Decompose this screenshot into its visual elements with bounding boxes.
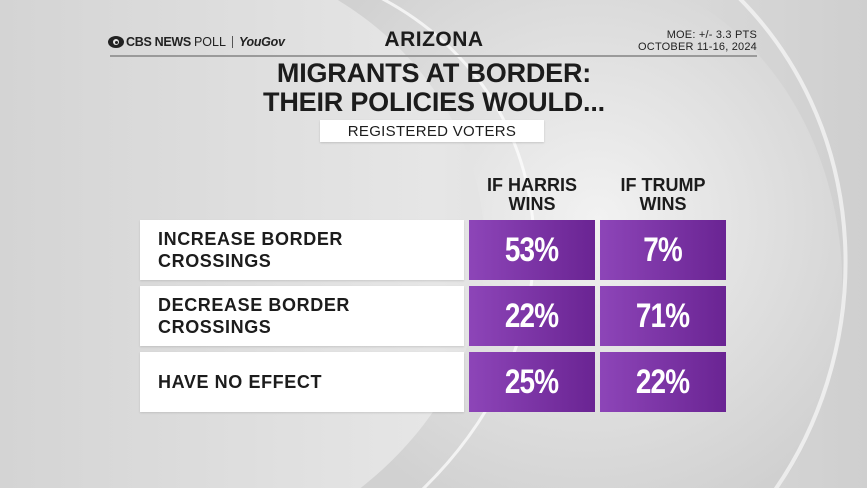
value-cell: 7% xyxy=(600,220,726,280)
row-label: DECREASE BORDER CROSSINGS xyxy=(140,286,464,346)
row-label: HAVE NO EFFECT xyxy=(140,352,464,412)
poll-dates: OCTOBER 11-16, 2024 xyxy=(638,41,757,53)
state-label: ARIZONA xyxy=(384,28,484,51)
value-cell: 22% xyxy=(600,352,726,412)
value-cell: 22% xyxy=(469,286,595,346)
cbs-news-poll-logo: CBS NEWS POLL YouGov xyxy=(108,33,285,51)
subtitle-pill: REGISTERED VOTERS xyxy=(320,120,544,142)
column-header: IF HARRIS WINS xyxy=(469,176,595,214)
value-cell: 53% xyxy=(469,220,595,280)
poll-info: MOE: +/- 3.3 PTS OCTOBER 11-16, 2024 xyxy=(638,29,757,53)
value-label: 25% xyxy=(505,362,559,401)
logo-divider xyxy=(231,36,233,48)
column-header-line: IF TRUMP xyxy=(620,175,706,195)
header-divider xyxy=(110,55,757,57)
brand-name: CBS NEWS xyxy=(126,35,191,49)
column-header-line: WINS xyxy=(508,194,556,214)
value-label: 71% xyxy=(636,296,690,335)
value-label: 22% xyxy=(636,362,690,401)
column-header-line: WINS xyxy=(639,194,687,214)
column-header-line: IF HARRIS xyxy=(487,175,577,195)
margin-of-error: MOE: +/- 3.3 PTS xyxy=(666,29,757,41)
value-cell: 71% xyxy=(600,286,726,346)
value-cell: 25% xyxy=(469,352,595,412)
row-label: INCREASE BORDER CROSSINGS xyxy=(140,220,464,280)
cbs-eye-logo-icon xyxy=(108,36,124,48)
column-header: IF TRUMP WINS xyxy=(600,176,726,214)
value-label: 53% xyxy=(505,230,559,269)
value-label: 22% xyxy=(505,296,559,335)
partner-logo: YouGov xyxy=(238,35,285,49)
chart-title-line: THEIR POLICIES WOULD... xyxy=(263,87,605,117)
chart-title-line: MIGRANTS AT BORDER: xyxy=(276,58,592,88)
brand-suffix: POLL xyxy=(193,35,226,49)
value-label: 7% xyxy=(643,230,683,269)
chart-title: MIGRANTS AT BORDER: THEIR POLICIES WOULD.… xyxy=(160,59,708,117)
